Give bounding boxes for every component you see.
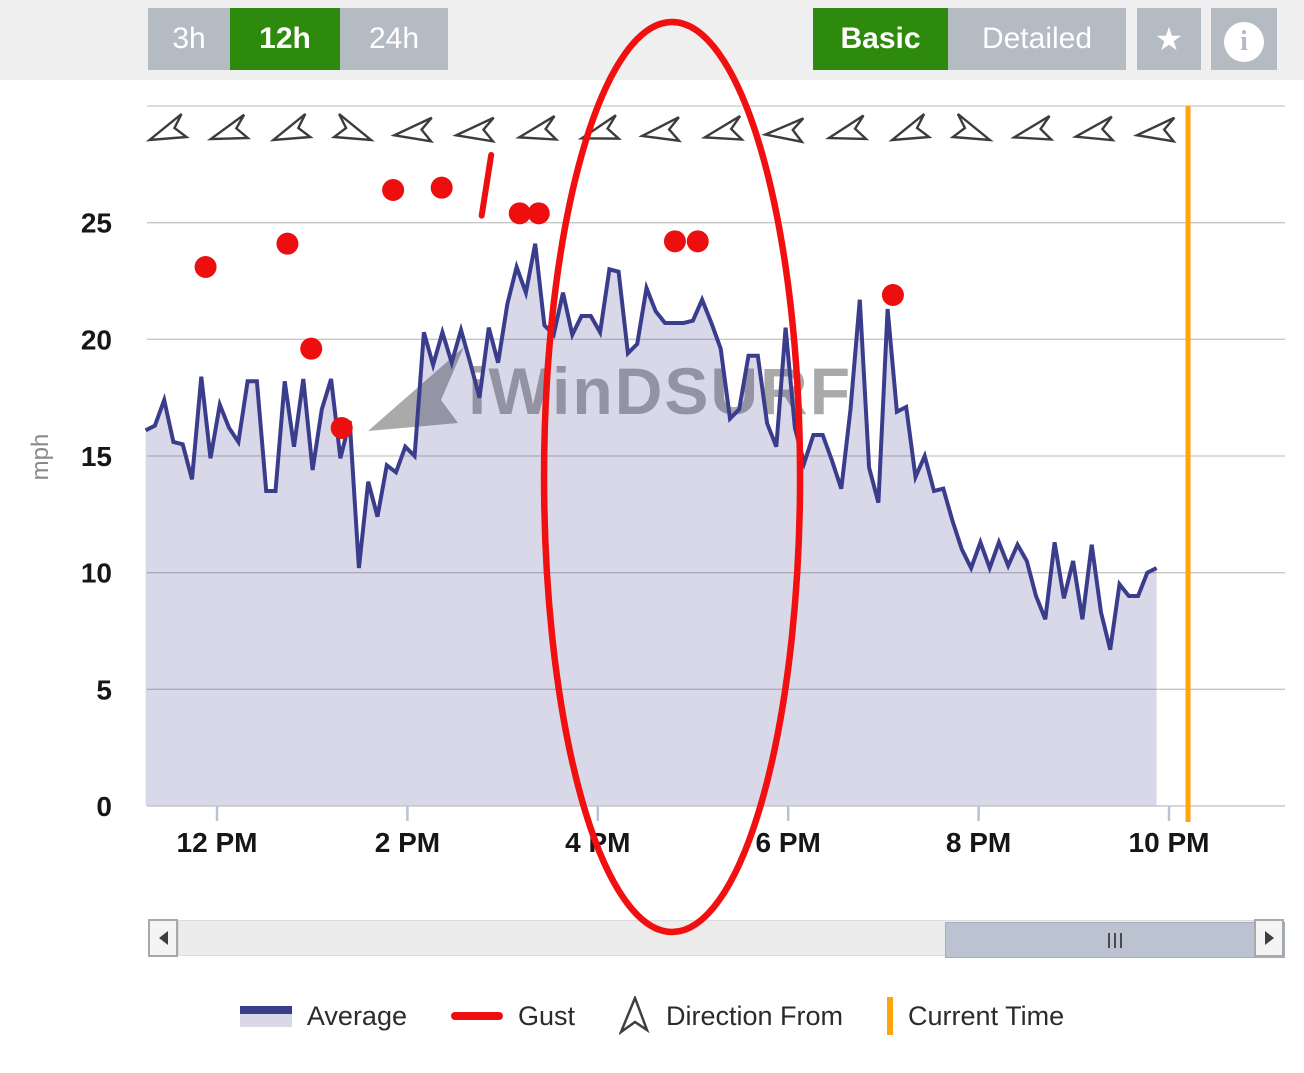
star-icon: ★ bbox=[1154, 21, 1184, 57]
wind-arrow-icon bbox=[1010, 115, 1055, 141]
gust-dot bbox=[382, 179, 405, 201]
thumb-grip-icon bbox=[1120, 932, 1122, 948]
y-tick-label: 10 bbox=[81, 558, 112, 589]
wind-arrow-icon bbox=[515, 115, 560, 141]
wind-arrow-icon bbox=[700, 115, 745, 141]
wind-arrow-icon bbox=[1071, 115, 1116, 142]
gust-dot bbox=[663, 230, 686, 253]
favorite-button[interactable]: ★ bbox=[1137, 8, 1201, 70]
thumb-grip-icon bbox=[1108, 932, 1110, 948]
average-area bbox=[145, 243, 1157, 806]
info-icon: i bbox=[1224, 21, 1264, 62]
gust-dot bbox=[881, 284, 904, 306]
y-tick-label: 15 bbox=[81, 441, 112, 472]
wind-arrow-icon bbox=[825, 114, 870, 141]
scroll-right-icon bbox=[1264, 931, 1274, 945]
toolbar: 3h 12h 24h Basic Detailed ★ i bbox=[0, 0, 1304, 80]
legend-item-current-time: Current Time bbox=[887, 997, 1064, 1035]
chart-legend: Average Gust Direction From Current Time bbox=[0, 988, 1304, 1044]
gust-dot bbox=[330, 417, 353, 439]
wind-arrow-icon bbox=[577, 114, 622, 140]
direction-arrow-icon bbox=[619, 996, 650, 1035]
current-time-swatch-icon bbox=[887, 997, 894, 1035]
wind-arrow-icon bbox=[330, 113, 375, 142]
scrollbar-thumb[interactable] bbox=[945, 922, 1285, 958]
legend-label: Current Time bbox=[908, 1000, 1065, 1031]
gust-dot bbox=[300, 337, 323, 360]
x-tick-label: 12 PM bbox=[177, 827, 258, 858]
x-tick-label: 8 PM bbox=[946, 827, 1011, 858]
wind-arrow-icon bbox=[145, 113, 190, 142]
legend-item-average: Average bbox=[239, 1000, 407, 1032]
legend-item-direction: Direction From bbox=[619, 996, 843, 1036]
wind-arrow-icon bbox=[1132, 116, 1177, 143]
legend-label: Gust bbox=[517, 1000, 576, 1031]
y-tick-label: 25 bbox=[81, 208, 112, 239]
time-range-3h-button[interactable]: 3h bbox=[148, 8, 230, 70]
legend-label: Average bbox=[306, 1000, 407, 1031]
gust-segment bbox=[478, 152, 495, 219]
legend-item-gust: Gust bbox=[450, 1000, 576, 1032]
scroll-left-button[interactable] bbox=[148, 919, 178, 957]
wind-arrow-icon bbox=[452, 116, 496, 143]
x-tick-label: 2 PM bbox=[375, 827, 440, 858]
view-mode-detailed-button[interactable]: Detailed bbox=[948, 8, 1126, 70]
thumb-grip-icon bbox=[1114, 932, 1116, 948]
x-tick-label: 6 PM bbox=[756, 827, 821, 858]
watermark-logo-icon bbox=[368, 347, 464, 431]
time-range-12h-button[interactable]: 12h bbox=[230, 8, 340, 70]
gust-dot bbox=[276, 232, 299, 255]
y-tick-label: 0 bbox=[96, 791, 112, 822]
legend-label: Direction From bbox=[666, 1000, 844, 1031]
wind-arrow-icon bbox=[761, 117, 805, 144]
scroll-right-button[interactable] bbox=[1254, 919, 1284, 957]
gust-dot bbox=[527, 202, 550, 225]
info-button[interactable]: i bbox=[1211, 8, 1277, 70]
x-tick-label: 10 PM bbox=[1129, 827, 1210, 858]
gust-dot bbox=[430, 176, 453, 199]
chart-scrollbar bbox=[148, 919, 1285, 958]
scroll-left-icon bbox=[158, 931, 168, 945]
gust-swatch-icon bbox=[450, 1012, 503, 1020]
gust-dot bbox=[508, 202, 531, 225]
wind-arrow-icon bbox=[269, 113, 314, 142]
wind-arrow-icon bbox=[206, 113, 252, 141]
time-range-24h-button[interactable]: 24h bbox=[340, 8, 448, 70]
scrollbar-track[interactable] bbox=[178, 920, 1285, 958]
view-mode-basic-button[interactable]: Basic bbox=[813, 8, 948, 70]
y-tick-label: 5 bbox=[96, 674, 112, 705]
wind-arrow-icon bbox=[638, 116, 682, 143]
x-tick-label: 4 PM bbox=[565, 827, 630, 858]
wind-arrow-icon bbox=[390, 116, 434, 143]
average-swatch-icon bbox=[239, 1005, 292, 1027]
wind-arrow-icon bbox=[949, 113, 994, 142]
gust-dot bbox=[194, 256, 217, 278]
wind-arrow-icon bbox=[888, 113, 933, 142]
gust-dot bbox=[686, 230, 709, 253]
y-axis-unit: mph bbox=[27, 434, 54, 481]
y-tick-label: 20 bbox=[81, 324, 112, 355]
